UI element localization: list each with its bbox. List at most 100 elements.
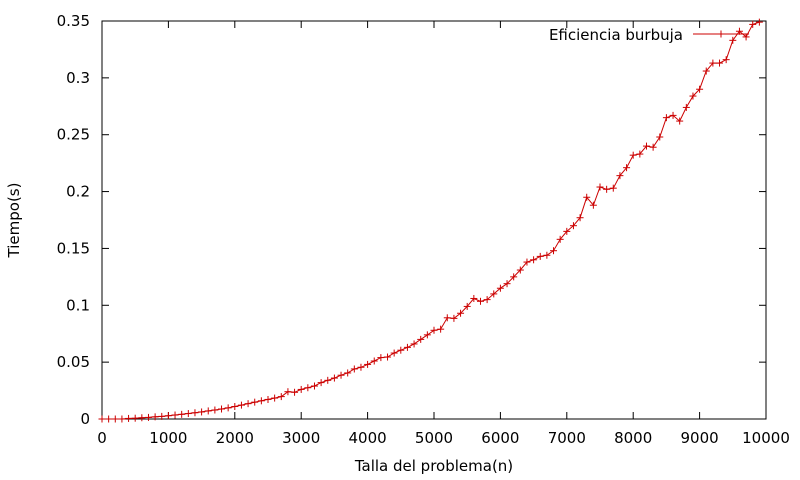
data-point (523, 258, 531, 266)
x-tick-label: 10000 (742, 429, 790, 447)
y-tick-label: 0.35 (57, 12, 90, 30)
y-tick-label: 0.15 (57, 239, 90, 257)
data-point (576, 214, 584, 222)
data-point (623, 164, 631, 172)
data-point (198, 408, 206, 416)
y-tick-label: 0.3 (66, 69, 90, 87)
data-point (118, 415, 126, 423)
data-point (231, 402, 239, 410)
data-point (317, 379, 325, 387)
x-tick-label: 8000 (614, 429, 652, 447)
data-point (629, 151, 637, 159)
data-point (364, 360, 372, 368)
data-point (696, 85, 704, 93)
data-point (470, 294, 478, 302)
data-point (530, 256, 538, 264)
data-point (722, 56, 730, 64)
data-point (264, 395, 272, 403)
data-point (144, 413, 152, 421)
y-axis-label: Tiempo(s) (5, 183, 23, 259)
data-point (662, 114, 670, 122)
data-point (417, 335, 425, 343)
data-point (350, 365, 358, 373)
data-point (151, 413, 159, 421)
data-point (596, 183, 604, 191)
data-point (357, 363, 365, 371)
data-point (244, 400, 252, 408)
data-point (390, 349, 398, 357)
data-point (105, 415, 113, 423)
data-point (742, 33, 750, 41)
data-point (370, 357, 378, 365)
data-point (377, 354, 385, 362)
data-point (277, 393, 285, 401)
data-point (284, 388, 292, 396)
series-line (102, 21, 760, 420)
data-point (676, 117, 684, 125)
data-point (291, 388, 299, 396)
x-axis-ticks: 0 1000 2000 3000 4000 5000 6000 7000 8000 9000 100… (97, 21, 790, 447)
data-point (251, 398, 259, 406)
data-point (397, 346, 405, 354)
data-point (543, 251, 551, 259)
x-tick-label: 3000 (282, 429, 320, 447)
data-point (384, 353, 392, 361)
data-point (463, 302, 471, 310)
data-point (483, 296, 491, 304)
data-point (729, 36, 737, 44)
data-point (131, 414, 139, 422)
data-point (171, 411, 179, 419)
data-point (257, 397, 265, 405)
data-point (682, 103, 690, 111)
data-point (111, 415, 119, 423)
data-point (476, 297, 484, 305)
plot-frame (101, 20, 767, 420)
legend-label: Eficiencia burbuja (549, 26, 683, 44)
data-point (224, 404, 232, 412)
data-point (656, 133, 664, 141)
data-point (583, 193, 591, 201)
series-layer (98, 18, 763, 423)
legend-marker (717, 30, 725, 38)
data-point (490, 290, 498, 298)
data-point (550, 247, 558, 255)
data-point (636, 150, 644, 158)
data-point (569, 222, 577, 230)
data-point (755, 18, 763, 26)
data-point (609, 184, 617, 192)
x-tick-label: 7000 (548, 429, 586, 447)
x-tick-label: 1000 (149, 429, 187, 447)
data-point (642, 142, 650, 150)
data-point (138, 414, 146, 422)
data-point (556, 235, 564, 243)
x-axis-label: Talla del problema(n) (354, 457, 513, 475)
data-point (709, 59, 717, 67)
data-point (337, 371, 345, 379)
data-point (218, 405, 226, 413)
data-point (403, 343, 411, 351)
data-point (437, 325, 445, 333)
data-point (211, 406, 219, 414)
data-point (689, 92, 697, 100)
x-tick-label: 5000 (415, 429, 453, 447)
data-point (423, 331, 431, 339)
data-point (457, 309, 465, 317)
data-point (304, 384, 312, 392)
y-tick-label: 0.05 (57, 353, 90, 371)
x-tick-label: 2000 (216, 429, 254, 447)
y-tick-label: 0 (80, 410, 90, 428)
data-point (749, 20, 757, 28)
data-point (410, 340, 418, 348)
data-point (443, 314, 451, 322)
data-point (563, 227, 571, 235)
y-tick-label: 0.2 (66, 183, 90, 201)
data-point (184, 410, 192, 418)
data-point (516, 266, 524, 274)
data-point (191, 409, 199, 417)
data-point (669, 111, 677, 119)
data-point (125, 414, 133, 422)
data-point (324, 376, 332, 384)
data-point (702, 67, 710, 75)
data-point (616, 172, 624, 180)
